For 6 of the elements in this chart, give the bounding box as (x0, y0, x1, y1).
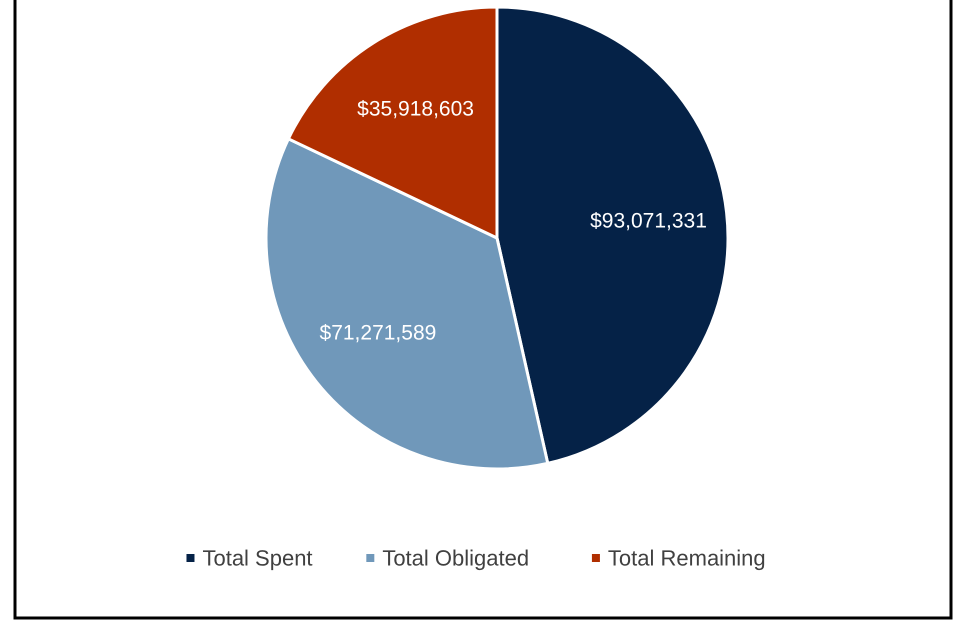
data-label: $35,918,603 (357, 98, 474, 121)
legend-label: Total Remaining (608, 546, 766, 570)
legend-label: Total Obligated (382, 546, 530, 570)
data-label: $93,071,331 (590, 210, 707, 233)
data-label: $71,271,589 (320, 322, 436, 345)
legend-label: Total Spent (202, 546, 313, 570)
